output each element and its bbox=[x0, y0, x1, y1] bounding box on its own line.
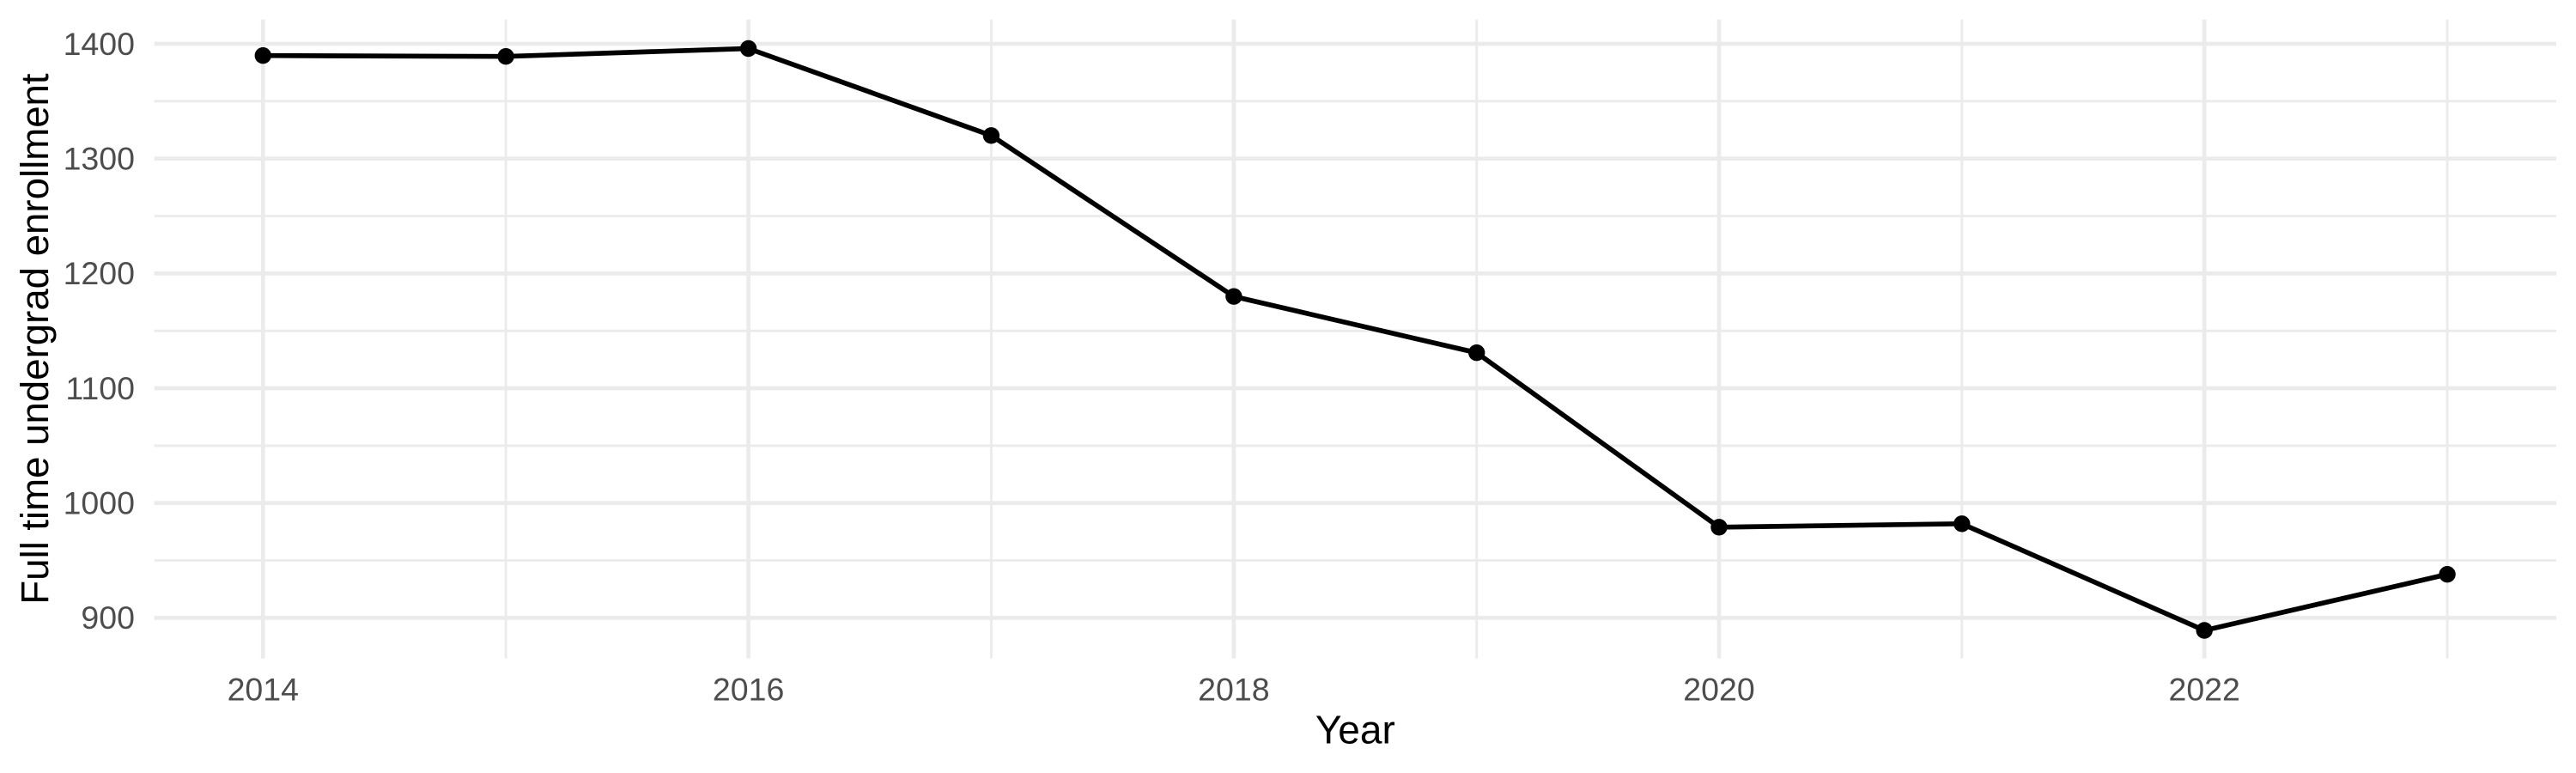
svg-text:1100: 1100 bbox=[65, 370, 135, 406]
svg-text:2022: 2022 bbox=[2168, 672, 2239, 708]
svg-text:1300: 1300 bbox=[64, 141, 135, 177]
svg-text:2020: 2020 bbox=[1683, 672, 1754, 708]
svg-text:Year: Year bbox=[1315, 708, 1395, 752]
svg-text:900: 900 bbox=[81, 600, 135, 636]
svg-text:1200: 1200 bbox=[64, 255, 135, 291]
svg-text:2018: 2018 bbox=[1198, 672, 1269, 708]
svg-text:Full time undergrad enrollment: Full time undergrad enrollment bbox=[13, 73, 57, 605]
svg-text:2016: 2016 bbox=[713, 672, 784, 708]
svg-text:2014: 2014 bbox=[228, 672, 299, 708]
svg-text:1400: 1400 bbox=[64, 26, 135, 62]
svg-text:1000: 1000 bbox=[64, 485, 135, 521]
